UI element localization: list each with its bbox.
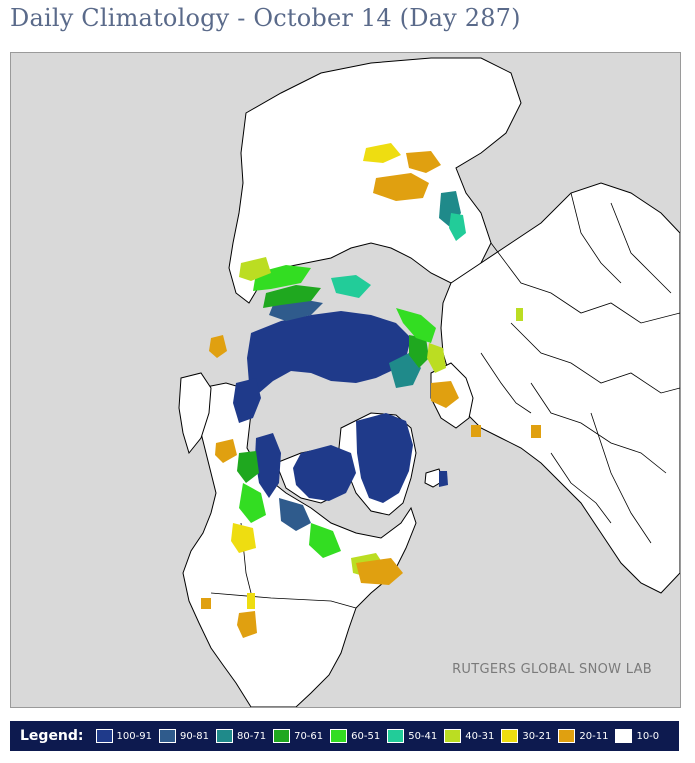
- legend-item: 20-11: [558, 729, 608, 743]
- legend-swatch: [158, 729, 176, 743]
- legend-item: 90-81: [158, 729, 210, 743]
- page-title: Daily Climatology - October 14 (Day 287): [10, 4, 521, 32]
- map-credit: RUTGERS GLOBAL SNOW LAB: [452, 662, 652, 677]
- legend-label: 90-81: [179, 730, 210, 742]
- land-iceland: [424, 468, 444, 488]
- legend-swatch: [615, 729, 633, 743]
- snow-cover-60-51: [239, 265, 436, 558]
- legend-item: 80-71: [216, 729, 266, 743]
- legend-swatch: [558, 729, 576, 743]
- land-alaska: [178, 372, 212, 455]
- legend-items: 100-91 90-81 80-71 70-61 60-51 50-41: [95, 729, 667, 743]
- legend-label: 10-0: [636, 730, 660, 742]
- legend-label: 70-61: [294, 730, 324, 742]
- legend-bar: Legend: 100-91 90-81 80-71 70-61 60-51: [10, 721, 679, 751]
- legend-item: 70-61: [273, 729, 323, 743]
- legend-swatch: [387, 729, 405, 743]
- legend-title: Legend:: [20, 728, 84, 744]
- legend-label: 50-41: [408, 730, 438, 742]
- legend-swatch: [216, 729, 234, 743]
- snow-cover-map: RUTGERS GLOBAL SNOW LAB: [10, 52, 681, 708]
- snow-cover-40-31: [239, 257, 523, 578]
- legend-item: 40-31: [444, 729, 494, 743]
- legend-item: 60-51: [330, 729, 380, 743]
- legend-item: 100-91: [95, 729, 152, 743]
- legend-swatch: [501, 729, 519, 743]
- map-canvas: [11, 53, 680, 707]
- land-siberia: [228, 57, 522, 304]
- country-borders: [210, 192, 680, 609]
- snow-cover-100-91: [233, 311, 448, 503]
- snow-cover-70-61: [237, 285, 429, 483]
- legend-item: 10-0: [615, 729, 659, 743]
- snow-cover-30-21: [231, 143, 401, 609]
- legend-item: 30-21: [501, 729, 551, 743]
- legend-swatch: [273, 729, 291, 743]
- legend-label: 30-21: [522, 730, 552, 742]
- legend-label: 20-11: [579, 730, 609, 742]
- snow-cover-20-11: [201, 151, 541, 638]
- legend-label: 60-51: [351, 730, 381, 742]
- legend-label: 40-31: [465, 730, 495, 742]
- legend-swatch: [444, 729, 462, 743]
- legend-swatch: [330, 729, 348, 743]
- snow-cover-50-41: [331, 213, 466, 298]
- legend-label: 80-71: [237, 730, 267, 742]
- legend-swatch: [95, 729, 113, 743]
- legend-label: 100-91: [116, 730, 152, 742]
- legend-item: 50-41: [387, 729, 437, 743]
